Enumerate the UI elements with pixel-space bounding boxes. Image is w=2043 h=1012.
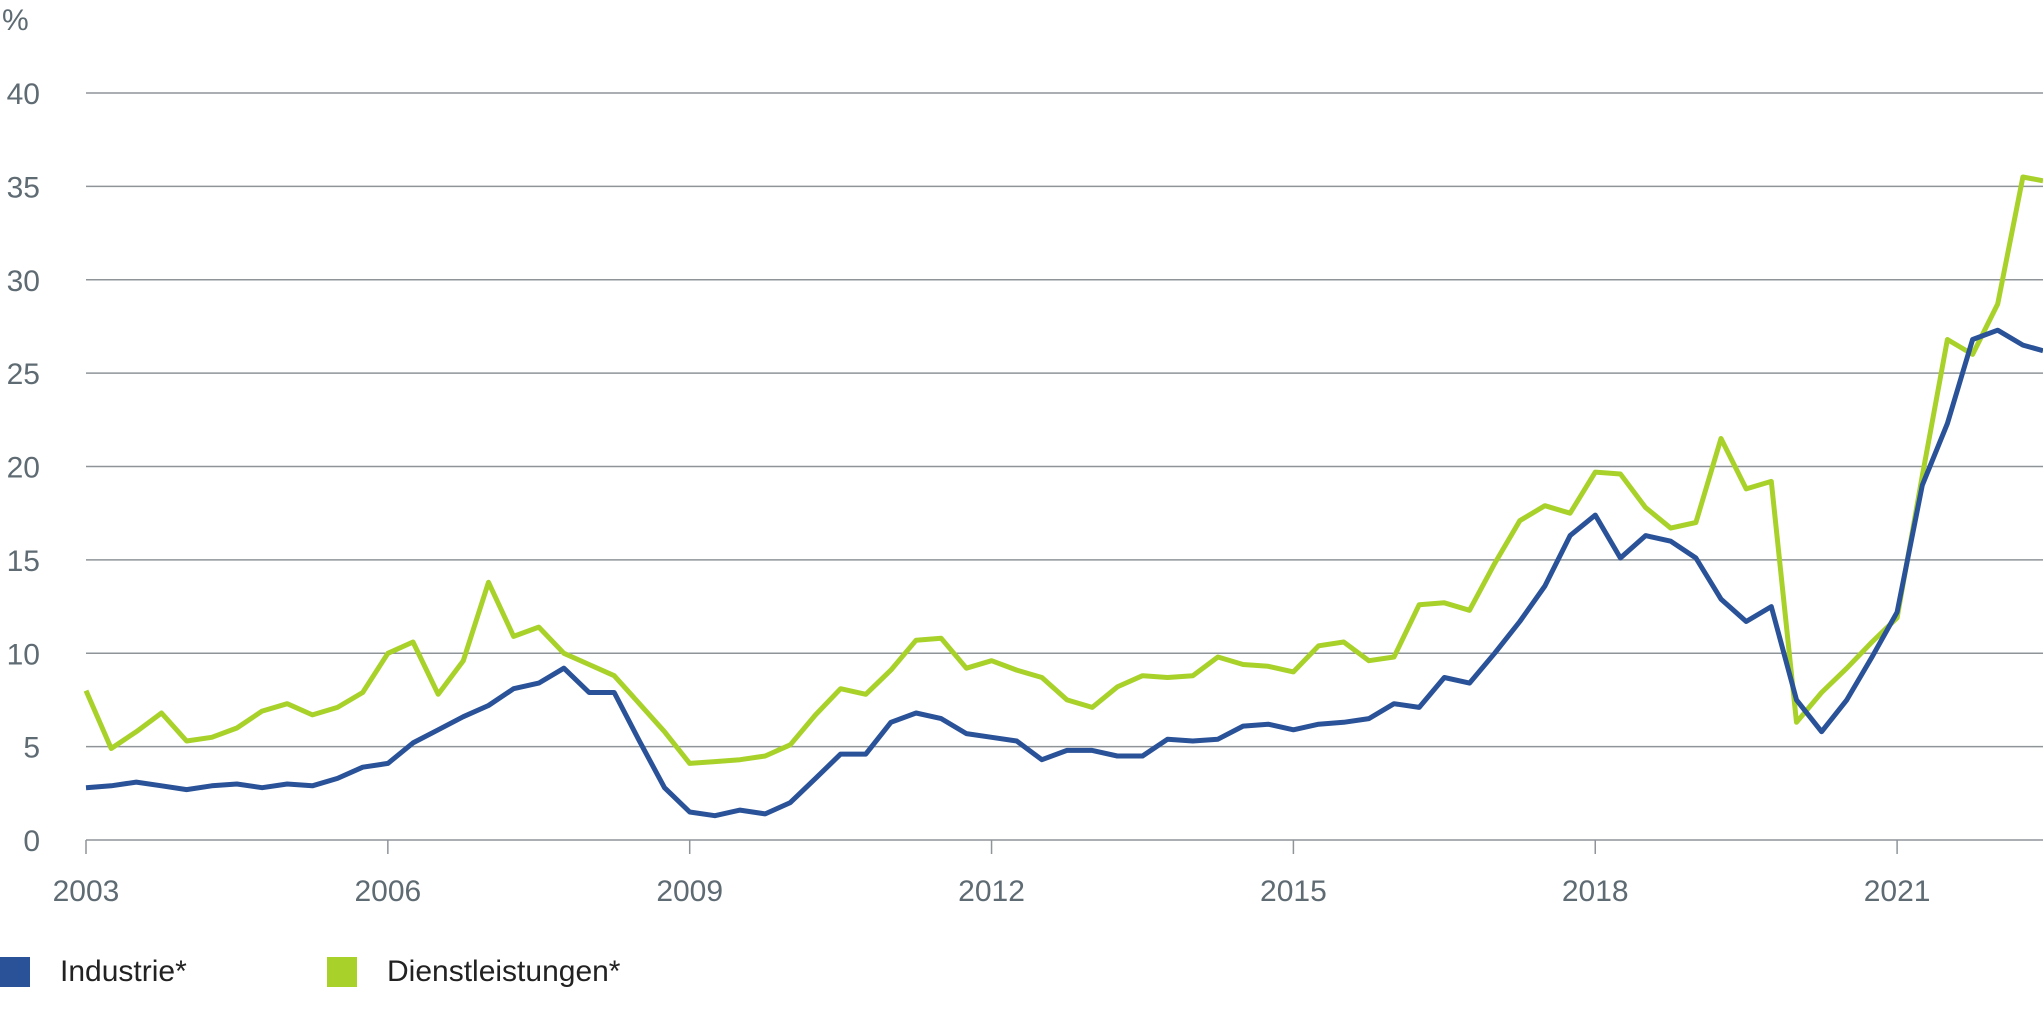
x-tick-label-2009: 2009	[656, 875, 723, 908]
y-tick-label-40: 40	[7, 78, 40, 111]
y-tick-label-15: 15	[7, 545, 40, 578]
y-tick-label-5: 5	[23, 732, 40, 765]
legend-label-dienstleistungen: Dienstleistungen*	[387, 955, 621, 988]
legend-item-industrie: Industrie*	[0, 955, 187, 989]
series-lines	[83, 174, 2043, 819]
x-tick-label-2021: 2021	[1864, 875, 1931, 908]
y-tick-label-20: 20	[7, 452, 40, 485]
x-tick-label-2015: 2015	[1260, 875, 1327, 908]
y-tick-labels: 0 5 10 15 20 25 30 35 40	[7, 78, 40, 858]
y-tick-label-0: 0	[23, 825, 40, 858]
x-tick-label-2018: 2018	[1562, 875, 1629, 908]
x-tick-labels: 2003 2006 2009 2012 2015 2018 2021	[53, 875, 1931, 908]
y-tick-label-25: 25	[7, 358, 40, 391]
legend-item-dienstleistungen: Dienstleistungen*	[327, 955, 620, 989]
x-tick-label-2006: 2006	[354, 875, 421, 908]
y-tick-label-10: 10	[7, 638, 40, 671]
x-tick-label-2012: 2012	[958, 875, 1025, 908]
legend-swatch-industrie	[0, 957, 30, 987]
y-tick-label-35: 35	[7, 171, 40, 204]
x-tick-label-2003: 2003	[53, 875, 120, 908]
series-line-dienstleistungen	[83, 174, 2043, 766]
y-axis-unit-label: %	[2, 4, 29, 37]
legend-swatch-dienstleistungen	[327, 957, 357, 987]
series-line-industrie	[85, 327, 2043, 819]
gridlines	[85, 92, 2043, 854]
y-tick-label-30: 30	[7, 265, 40, 298]
legend-label-industrie: Industrie*	[60, 955, 187, 988]
